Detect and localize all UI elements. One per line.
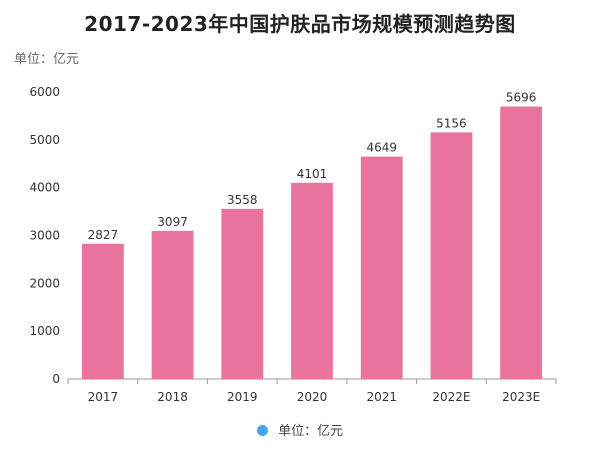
bar-2020 (291, 182, 333, 379)
x-tick-label-2018: 2018 (157, 390, 188, 404)
legend-dot-icon (256, 425, 268, 436)
x-tick-label-2019: 2019 (227, 390, 258, 404)
y-tick-label: 2000 (29, 276, 60, 290)
legend-label: 单位：亿元 (278, 424, 344, 439)
bar-2023E (500, 106, 543, 380)
x-tick-label-2023E: 2023E (502, 390, 540, 404)
y-tick-label: 0 (52, 372, 60, 386)
data-label-2019: 3558 (227, 193, 258, 207)
data-label-2021: 4649 (366, 141, 397, 155)
data-label-2020: 4101 (297, 167, 328, 181)
bar-2022E (430, 132, 473, 379)
y-tick-label: 1000 (29, 324, 60, 338)
chart-title: 2017-2023年中国护肤品市场规模预测趋势图 (84, 12, 516, 36)
bar-2018 (151, 230, 194, 379)
bar-2021 (360, 156, 403, 379)
data-label-2022E: 5156 (436, 116, 467, 130)
data-label-2023E: 5696 (506, 91, 537, 105)
x-tick-label-2021: 2021 (366, 390, 397, 404)
y-tick-label: 3000 (29, 229, 60, 243)
x-tick-label-2022E: 2022E (432, 390, 470, 404)
y-tick-label: 6000 (29, 85, 60, 99)
unit-label: 单位：亿元 (14, 52, 80, 67)
x-tick-label-2020: 2020 (297, 390, 328, 404)
x-tick-label-2017: 2017 (88, 390, 119, 404)
bar-2017 (81, 243, 124, 379)
bar-2019 (221, 208, 264, 379)
y-tick-label: 5000 (29, 133, 60, 147)
data-label-2018: 3097 (157, 215, 188, 229)
legend: 单位：亿元 (0, 420, 600, 439)
data-label-2017: 2827 (88, 228, 119, 242)
y-tick-label: 4000 (29, 181, 60, 195)
